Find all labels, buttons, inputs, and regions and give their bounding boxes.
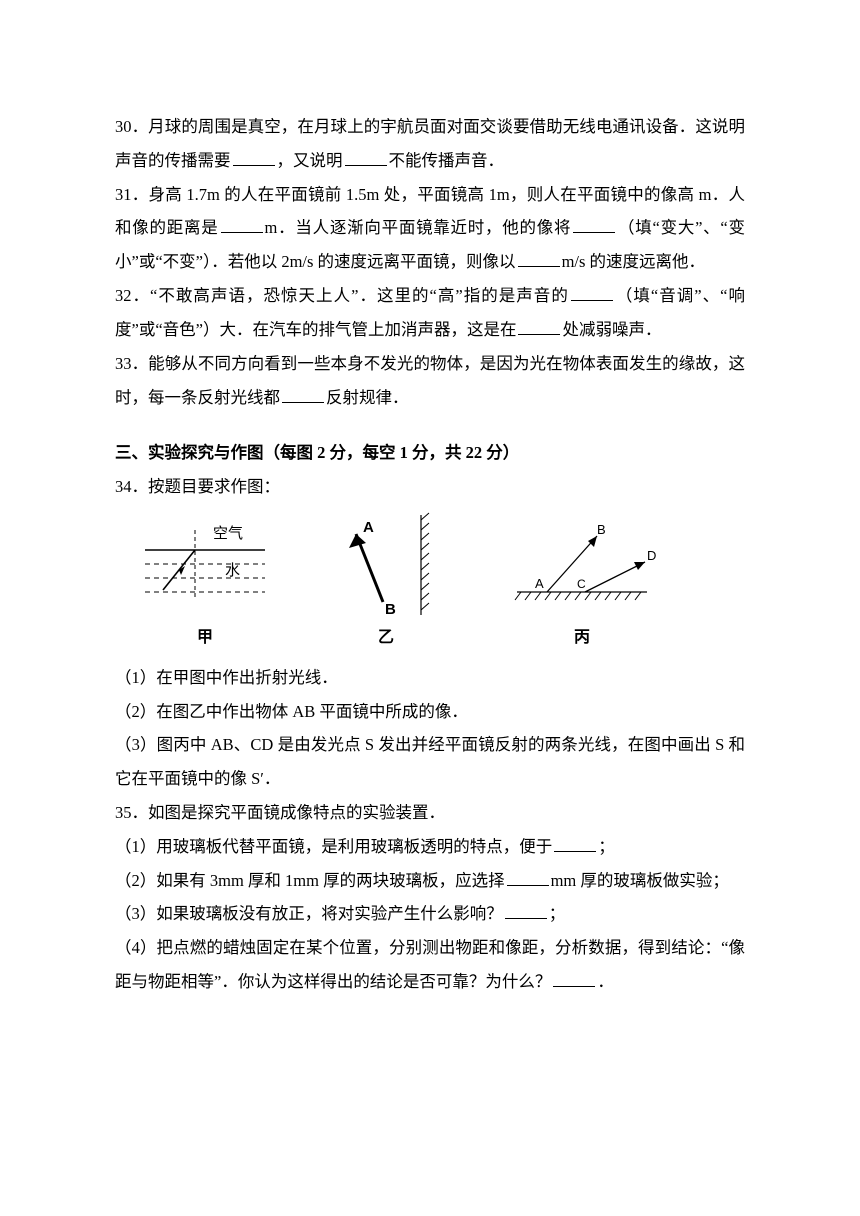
q35-sub3: （3）如果玻璃板没有放正，将对实验产生什么影响？ ； [115, 897, 745, 931]
q34-sub3: （3）图丙中 AB、CD 是由发光点 S 发出并经平面镜反射的两条光线，在图中画… [115, 728, 745, 796]
figure-bing-svg: A B C D [497, 520, 667, 620]
q35-sub3-a: （3）如果玻璃板没有放正，将对实验产生什么影响？ [115, 904, 503, 923]
figure-jia-svg: 空气 水 [135, 520, 275, 620]
fig3-label-d: D [647, 548, 656, 563]
q35-sub2: （2）如果有 3mm 厚和 1mm 厚的两块玻璃板，应选择 mm 厚的玻璃板做实验… [115, 864, 745, 898]
q35-sub2-a: （2）如果有 3mm 厚和 1mm 厚的两块玻璃板，应选择 [115, 871, 505, 890]
q34-stem: 34．按题目要求作图： [115, 470, 745, 504]
question-30: 30．月球的周围是真空，在月球上的宇航员面对面交谈要借助无线电通讯设备．这说明声… [115, 110, 745, 178]
q34-sub1: （1）在甲图中作出折射光线． [115, 661, 745, 695]
fig3-mirror-hatch [515, 592, 641, 600]
q35-blank-3[interactable] [505, 901, 547, 919]
fig2-label-b: B [385, 601, 396, 618]
q33-blank-1[interactable] [282, 384, 324, 402]
q32-blank-1[interactable] [571, 283, 613, 301]
fig3-ray-ab [547, 536, 597, 592]
fig1-air-label: 空气 [213, 525, 243, 542]
figure-bing-label: 丙 [574, 622, 590, 655]
q35-sub1-b: ； [598, 837, 615, 856]
q31-blank-1[interactable] [221, 215, 263, 233]
fig3-label-b: B [597, 522, 606, 537]
q33-text-b: 反射规律． [326, 388, 409, 407]
figure-bing: A B C D 丙 [497, 520, 667, 655]
exam-page: 30．月球的周围是真空，在月球上的宇航员面对面交谈要借助无线电通讯设备．这说明声… [0, 0, 860, 1216]
q30-text-c: 不能传播声音． [389, 151, 505, 170]
q31-blank-3[interactable] [518, 249, 560, 267]
q35-sub1-a: （1）用玻璃板代替平面镜，是利用玻璃板透明的特点，便于 [115, 837, 552, 856]
q35-stem: 35．如图是探究平面镜成像特点的实验装置． [115, 796, 745, 830]
question-32: 32．“不敢高声语，恐惊天上人”．这里的“高”指的是声音的（填“音调”、“响度”… [115, 279, 745, 347]
q33-text-a: 33．能够从不同方向看到一些本身不发光的物体，是因为光在物体表面发生的缘故，这时… [115, 354, 745, 407]
section-3-title: 三、实验探究与作图（每图 2 分，每空 1 分，共 22 分） [115, 436, 745, 470]
fig2-label-a: A [363, 519, 374, 536]
fig3-label-c: C [577, 577, 586, 591]
q31-blank-2[interactable] [573, 215, 615, 233]
q35-sub3-b: ； [549, 904, 566, 923]
question-31: 31．身高 1.7m 的人在平面镜前 1.5m 处，平面镜高 1m，则人在平面镜… [115, 178, 745, 279]
q35-sub1: （1）用玻璃板代替平面镜，是利用玻璃板透明的特点，便于 ； [115, 830, 745, 864]
fig3-ray-cd [585, 562, 645, 592]
q31-text-b: m．当人逐渐向平面镜靠近时，他的像将 [265, 218, 572, 237]
q35-blank-4[interactable] [553, 969, 595, 987]
figure-yi-svg: A B [311, 510, 461, 620]
q35-sub2-b: mm 厚的玻璃板做实验； [551, 871, 729, 890]
q30-blank-2[interactable] [345, 148, 387, 166]
q35-sub4: （4）把点燃的蜡烛固定在某个位置，分别测出物距和像距，分析数据，得到结论：“像距… [115, 931, 745, 999]
figure-yi-label: 乙 [378, 622, 394, 655]
figure-jia-label: 甲 [197, 622, 213, 655]
q34-figures-row: 空气 水 甲 [135, 510, 745, 655]
fig3-label-a: A [535, 576, 544, 591]
fig2-mirror-hatch [421, 513, 429, 610]
q34-sub2: （2）在图乙中作出物体 AB 平面镜中所成的像． [115, 695, 745, 729]
figure-jia: 空气 水 甲 [135, 520, 275, 655]
q35-blank-1[interactable] [554, 833, 596, 851]
q31-text-d: m/s 的速度远离他． [562, 252, 705, 271]
q30-text-b: ，又说明 [277, 151, 343, 170]
q32-text-a: 32．“不敢高声语，恐惊天上人”．这里的“高”指的是声音的 [115, 286, 569, 305]
fig2-arrowhead-icon [349, 534, 366, 548]
q32-blank-2[interactable] [518, 317, 560, 335]
question-33: 33．能够从不同方向看到一些本身不发光的物体，是因为光在物体表面发生的缘故，这时… [115, 347, 745, 415]
fig1-water-label: 水 [225, 562, 240, 579]
q35-sub4-a: （4）把点燃的蜡烛固定在某个位置，分别测出物距和像距，分析数据，得到结论：“像距… [115, 938, 745, 991]
q35-blank-2[interactable] [507, 867, 549, 885]
q30-blank-1[interactable] [233, 148, 275, 166]
figure-yi: A B 乙 [311, 510, 461, 655]
q35-sub4-b: ． [597, 972, 614, 991]
q32-text-c: 处减弱噪声． [562, 320, 661, 339]
